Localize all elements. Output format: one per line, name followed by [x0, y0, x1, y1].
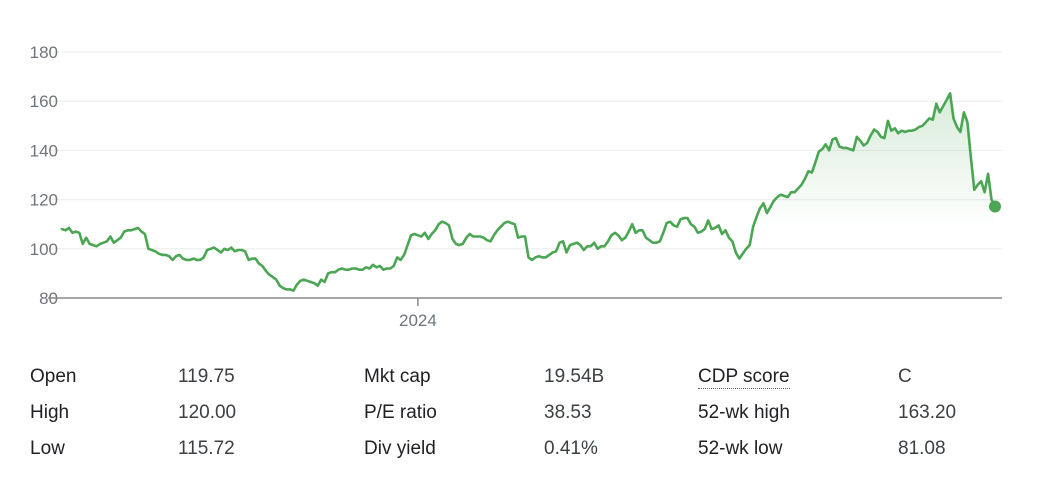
- stat-label-52wk-high: 52-wk high: [698, 402, 790, 423]
- stat-value-52wk-high: 163.20: [898, 402, 957, 423]
- y-tick-label: 120: [30, 191, 58, 210]
- y-tick-label: 140: [30, 141, 58, 160]
- y-tick-label: 160: [30, 92, 58, 111]
- stat-label-pe-ratio: P/E ratio: [364, 402, 437, 423]
- stat-value-open: 119.75: [178, 366, 235, 387]
- stat-label-52wk-low: 52-wk low: [698, 438, 783, 459]
- price-area-fill: [756, 93, 995, 230]
- stat-label-open: Open: [30, 366, 77, 387]
- y-tick-label: 180: [30, 43, 58, 62]
- stat-value-cdp-score: C: [898, 366, 912, 387]
- stat-label-high: High: [30, 402, 70, 423]
- stat-value-52wk-low: 81.08: [898, 438, 946, 459]
- stat-label-cdp-score[interactable]: CDP score: [698, 366, 790, 389]
- last-price-marker[interactable]: [989, 200, 1001, 213]
- stat-value-pe-ratio: 38.53: [544, 402, 592, 423]
- y-tick-label: 100: [30, 240, 58, 259]
- stat-value-low: 115.72: [178, 438, 235, 459]
- x-tick-label: 2024: [399, 311, 437, 330]
- stat-value-div-yield: 0.41%: [544, 438, 598, 459]
- stat-value-mkt-cap: 19.54B: [544, 366, 605, 387]
- stat-label-mkt-cap: Mkt cap: [364, 366, 431, 387]
- key-stats-table: Open 119.75 High 120.00 Low 115.72 Mkt c…: [30, 362, 1020, 472]
- stat-label-low: Low: [30, 438, 65, 459]
- stat-label-div-yield: Div yield: [364, 438, 436, 459]
- stat-value-high: 120.00: [178, 402, 237, 423]
- x-axis-ticks: 2024: [399, 298, 437, 330]
- price-line: [60, 92, 997, 292]
